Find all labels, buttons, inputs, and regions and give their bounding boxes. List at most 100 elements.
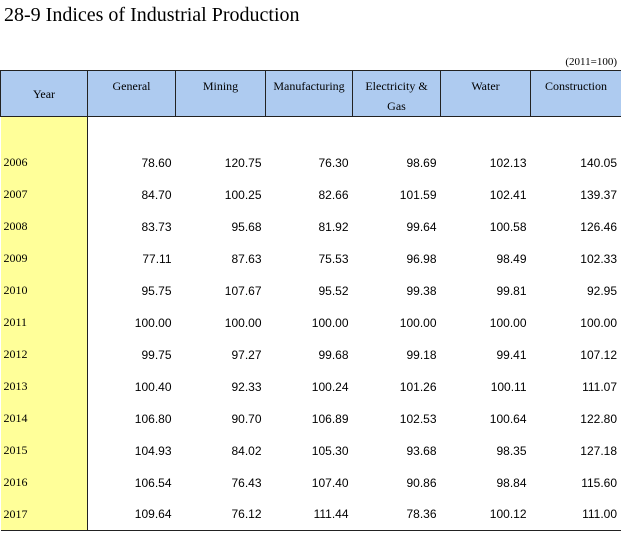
manufacturing-cell: 76.30 <box>318 155 349 170</box>
construction-cell: 102.33 <box>530 242 621 275</box>
construction-cell: 126.46 <box>530 210 621 243</box>
year-cell: 2015 <box>0 434 88 467</box>
column-header-electricity: Electricity & Gas <box>352 70 441 117</box>
table-row: 2011 100.00 100.00 100.00 100.00 100.00 100.00 <box>0 306 621 339</box>
year-cell: 2014 <box>0 402 88 435</box>
manufacturing-cell: 81.92 <box>318 219 349 234</box>
electricity-cell: 78.36 <box>352 498 441 531</box>
mining-cell: 84.02 <box>231 443 262 458</box>
column-header-construction: Construction <box>530 70 621 117</box>
water-cell: 100.00 <box>489 315 527 330</box>
electricity-cell: 101.26 <box>399 379 437 394</box>
manufacturing-cell: 95.52 <box>318 283 349 298</box>
general-cell: 83.73 <box>141 219 172 234</box>
year-cell: 2006 <box>0 146 88 179</box>
table-row: 2008 83.73 95.68 81.92 99.64 100.58 126.46 <box>0 210 621 243</box>
manufacturing-cell: 107.40 <box>311 475 349 490</box>
general-cell: 104.93 <box>134 443 172 458</box>
general-cell: 99.75 <box>141 347 172 362</box>
water-cell: 100.58 <box>489 219 527 234</box>
electricity-cell: 99.18 <box>406 347 437 362</box>
table-row: 2012 99.75 97.27 99.68 99.18 99.41 107.12 <box>0 338 621 371</box>
water-cell: 102.41 <box>489 187 527 202</box>
mining-cell: 107.67 <box>224 283 262 298</box>
general-cell: 84.70 <box>141 187 172 202</box>
data-table: Year General Mining Manufacturing Electr… <box>0 70 621 531</box>
general-cell: 106.80 <box>134 411 172 426</box>
water-cell: 98.35 <box>496 443 527 458</box>
year-cell: 2009 <box>0 242 88 275</box>
year-cell: 2016 <box>0 466 88 499</box>
electricity-label-line1: Electricity & <box>365 79 428 93</box>
table-body: 2006 78.60 120.75 76.30 98.69 102.13 140.05 200… <box>0 116 621 531</box>
table-row: 2014 106.80 90.70 106.89 102.53 100.64 122.80 <box>0 402 621 435</box>
year-cell: 2008 <box>0 210 88 243</box>
column-header-water: Water <box>440 70 531 117</box>
year-cell-spacer <box>0 116 88 147</box>
general-cell: 100.40 <box>134 379 172 394</box>
water-cell: 100.64 <box>489 411 527 426</box>
general-cell: 77.11 <box>142 251 172 266</box>
electricity-cell: 93.68 <box>406 443 437 458</box>
column-header-year: Year <box>0 70 88 117</box>
table-row: 2007 84.70 100.25 82.66 101.59 102.41 139.37 <box>0 178 621 211</box>
water-cell: 100.11 <box>490 379 527 394</box>
construction-cell: 139.37 <box>530 178 621 211</box>
water-cell: 98.49 <box>496 251 527 266</box>
year-cell: 2007 <box>0 178 88 211</box>
electricity-label-line2: Gas <box>387 99 406 113</box>
general-cell: 100.00 <box>134 315 172 330</box>
manufacturing-cell: 106.89 <box>311 411 349 426</box>
construction-cell: 111.07 <box>530 370 621 403</box>
table-row: 2016 106.54 76.43 107.40 90.86 98.84 115.60 <box>0 466 621 499</box>
table-row: 2015 104.93 84.02 105.30 93.68 98.35 127.18 <box>0 434 621 467</box>
page-title: 28-9 Indices of Industrial Production <box>4 4 300 26</box>
water-cell: 102.13 <box>489 155 527 170</box>
mining-cell: 120.75 <box>224 155 262 170</box>
column-header-mining: Mining <box>175 70 266 117</box>
table-row: 2009 77.11 87.63 75.53 96.98 98.49 102.33 <box>0 242 621 275</box>
year-cell: 2013 <box>0 370 88 403</box>
construction-cell: 140.05 <box>530 146 621 179</box>
general-cell: 95.75 <box>141 283 172 298</box>
general-cell: 78.60 <box>141 155 172 170</box>
water-cell: 99.81 <box>496 283 527 298</box>
construction-cell: 122.80 <box>530 402 621 435</box>
mining-cell: 90.70 <box>231 411 262 426</box>
electricity-cell: 101.59 <box>399 187 437 202</box>
manufacturing-cell: 111.44 <box>265 498 353 531</box>
table-row: 2013 100.40 92.33 100.24 101.26 100.11 111.07 <box>0 370 621 403</box>
year-cell: 2017 <box>0 498 88 531</box>
mining-cell: 100.25 <box>224 187 262 202</box>
table-row: 2010 95.75 107.67 95.52 99.38 99.81 92.95 <box>0 274 621 307</box>
manufacturing-cell: 75.53 <box>318 251 349 266</box>
water-cell: 98.84 <box>496 475 527 490</box>
manufacturing-cell: 100.00 <box>311 315 349 330</box>
header-row: Year General Mining Manufacturing Electr… <box>0 70 621 117</box>
unit-note: (2011=100) <box>565 56 617 68</box>
mining-cell: 76.43 <box>231 475 262 490</box>
manufacturing-cell: 100.24 <box>311 379 349 394</box>
electricity-cell: 100.00 <box>399 315 437 330</box>
electricity-cell: 99.64 <box>406 219 437 234</box>
electricity-cell: 98.69 <box>406 155 437 170</box>
mining-cell: 95.68 <box>231 219 262 234</box>
water-cell: 100.12 <box>440 498 531 531</box>
electricity-cell: 102.53 <box>399 411 437 426</box>
year-cell: 2011 <box>0 306 88 339</box>
construction-cell: 92.95 <box>530 274 621 307</box>
construction-cell: 111.00 <box>530 498 621 531</box>
general-cell: 109.64 <box>87 498 176 531</box>
table-row: 2017 109.64 76.12 111.44 78.36 100.12 111.00 <box>0 498 621 531</box>
year-cell: 2012 <box>0 338 88 371</box>
manufacturing-cell: 105.30 <box>311 443 349 458</box>
year-cell: 2010 <box>0 274 88 307</box>
manufacturing-cell: 99.68 <box>318 347 349 362</box>
table-row: 2006 78.60 120.75 76.30 98.69 102.13 140.05 <box>0 146 621 179</box>
general-cell: 106.54 <box>134 475 172 490</box>
water-cell: 99.41 <box>496 347 527 362</box>
construction-cell: 107.12 <box>530 338 621 371</box>
construction-cell: 100.00 <box>530 306 621 339</box>
mining-cell: 76.12 <box>175 498 266 531</box>
electricity-cell: 90.86 <box>406 475 437 490</box>
